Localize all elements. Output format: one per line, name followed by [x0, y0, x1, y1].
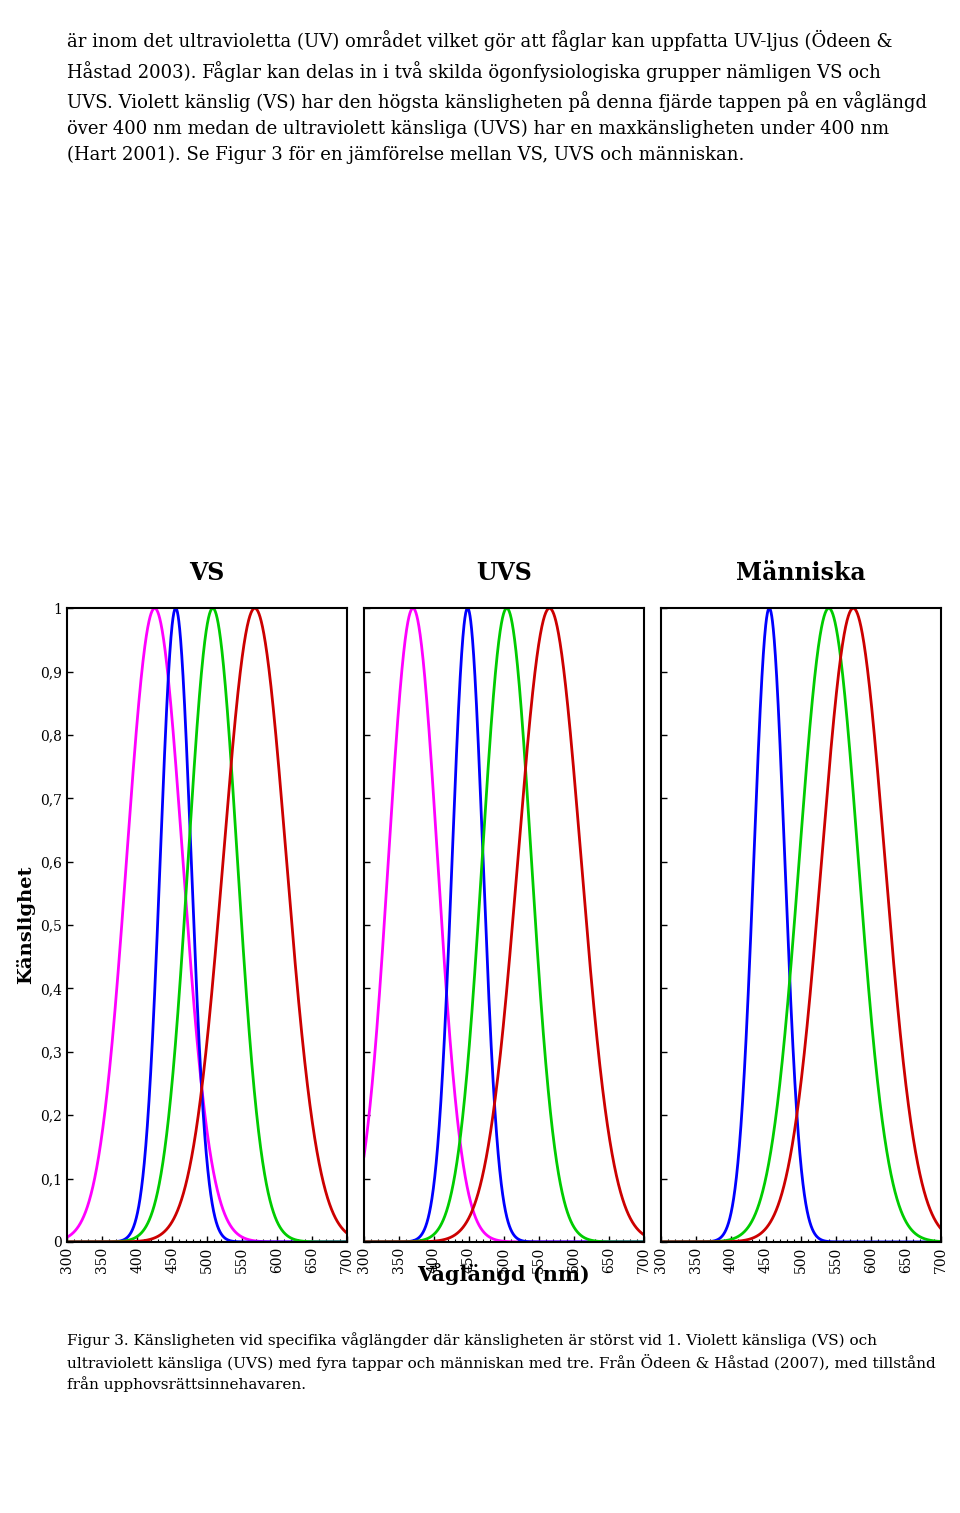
Text: Våglängd (nm): Våglängd (nm): [418, 1263, 590, 1285]
Text: är inom det ultravioletta (UV) området vilket gör att fåglar kan uppfatta UV-lju: är inom det ultravioletta (UV) området v…: [67, 30, 927, 163]
Text: UVS: UVS: [476, 561, 532, 584]
Y-axis label: Känslighet: Känslighet: [15, 865, 35, 985]
Text: Människa: Människa: [736, 561, 866, 584]
Text: Figur 3. Känsligheten vid specifika våglängder där känsligheten är störst vid 1.: Figur 3. Känsligheten vid specifika vågl…: [67, 1333, 936, 1392]
Text: VS: VS: [189, 561, 225, 584]
